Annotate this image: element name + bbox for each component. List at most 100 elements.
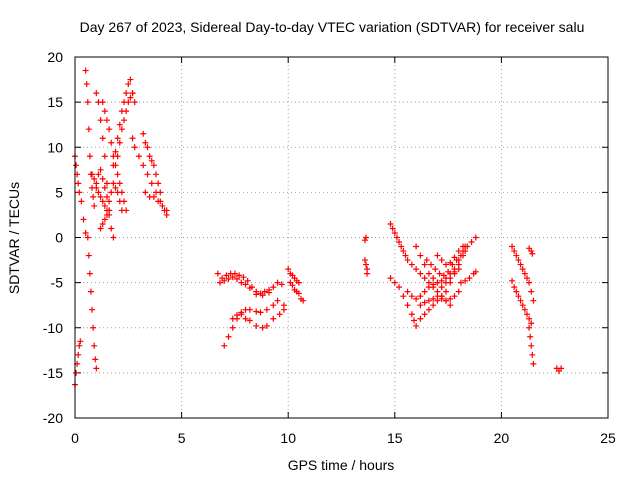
data-point-marker bbox=[521, 270, 528, 277]
data-point-marker bbox=[97, 225, 104, 232]
data-point-marker bbox=[110, 162, 117, 169]
data-point-marker bbox=[526, 315, 533, 322]
data-point-marker bbox=[89, 306, 96, 313]
y-tick-label: 0 bbox=[55, 230, 63, 246]
data-point-marker bbox=[238, 279, 245, 286]
data-point-marker bbox=[447, 259, 454, 266]
data-point-marker bbox=[140, 162, 147, 169]
data-point-marker bbox=[82, 67, 89, 74]
data-point-marker bbox=[159, 202, 166, 209]
series-t27 bbox=[404, 266, 462, 302]
data-point-marker bbox=[240, 274, 247, 281]
data-point-marker bbox=[466, 275, 473, 282]
data-point-marker bbox=[421, 261, 428, 268]
chart-title: Day 267 of 2023, Sidereal Day-to-day VTE… bbox=[80, 19, 585, 35]
y-tick-label: -5 bbox=[51, 275, 64, 291]
data-point-marker bbox=[229, 324, 236, 331]
data-point-marker bbox=[438, 277, 445, 284]
data-point-marker bbox=[517, 297, 524, 304]
data-point-marker bbox=[513, 252, 520, 259]
data-point-marker bbox=[257, 309, 264, 316]
data-point-marker bbox=[106, 126, 113, 133]
series-t02 bbox=[78, 198, 100, 372]
data-point-marker bbox=[526, 324, 533, 331]
data-point-marker bbox=[280, 302, 287, 309]
data-point-marker bbox=[86, 153, 93, 160]
data-point-marker bbox=[270, 315, 277, 322]
data-point-marker bbox=[457, 252, 464, 259]
data-point-marker bbox=[253, 291, 260, 298]
data-point-marker bbox=[430, 275, 437, 282]
data-point-marker bbox=[231, 270, 238, 277]
data-point-marker bbox=[528, 320, 535, 327]
series-t34 bbox=[553, 365, 565, 375]
data-point-marker bbox=[242, 315, 249, 322]
data-point-marker bbox=[438, 284, 445, 291]
data-point-marker bbox=[131, 144, 138, 151]
data-point-marker bbox=[428, 261, 435, 268]
data-point-marker bbox=[529, 351, 536, 358]
x-tick-label: 0 bbox=[71, 430, 79, 446]
data-point-marker bbox=[82, 229, 89, 236]
data-point-marker bbox=[114, 135, 121, 142]
data-point-marker bbox=[432, 266, 439, 273]
data-point-marker bbox=[261, 288, 268, 295]
data-point-marker bbox=[528, 342, 535, 349]
data-point-marker bbox=[95, 189, 102, 196]
data-point-marker bbox=[110, 180, 117, 187]
grid-lines bbox=[75, 57, 608, 418]
data-point-marker bbox=[129, 135, 136, 142]
x-axis-label: GPS time / hours bbox=[288, 457, 395, 473]
series-t17 bbox=[216, 274, 273, 299]
series-t31 bbox=[509, 277, 535, 327]
data-point-marker bbox=[118, 207, 125, 214]
data-point-marker bbox=[73, 369, 80, 376]
data-point-marker bbox=[238, 309, 245, 316]
data-point-marker bbox=[246, 317, 253, 324]
data-point-marker bbox=[91, 342, 98, 349]
data-point-marker bbox=[90, 193, 97, 200]
data-point-marker bbox=[83, 81, 90, 88]
data-point-marker bbox=[242, 281, 249, 288]
x-tick-label: 10 bbox=[280, 430, 296, 446]
data-point-marker bbox=[150, 193, 157, 200]
data-point-marker bbox=[163, 207, 170, 214]
y-tick-label: 20 bbox=[47, 49, 63, 65]
y-axis-label: SDTVAR / TECUs bbox=[6, 182, 22, 294]
data-point-marker bbox=[417, 293, 424, 300]
data-point-marker bbox=[112, 184, 119, 191]
plot-frame bbox=[74, 56, 609, 419]
data-point-marker bbox=[393, 234, 400, 241]
data-point-marker bbox=[144, 144, 151, 151]
series-t19 bbox=[287, 279, 307, 304]
data-point-marker bbox=[76, 342, 83, 349]
data-point-marker bbox=[75, 180, 82, 187]
data-point-marker bbox=[295, 290, 302, 297]
data-point-marker bbox=[438, 257, 445, 264]
data-point-marker bbox=[221, 342, 228, 349]
axis-ticks: 0 5 10 15 20 25 -20 -15 -10 -5 0 5 10 15 20 bbox=[43, 49, 616, 446]
y-tick-label: -15 bbox=[43, 365, 63, 381]
data-point-marker bbox=[511, 284, 518, 291]
data-point-marker bbox=[438, 295, 445, 302]
data-point-marker bbox=[101, 202, 108, 209]
data-point-marker bbox=[517, 261, 524, 268]
data-point-marker bbox=[413, 243, 420, 250]
data-point-marker bbox=[527, 333, 534, 340]
data-point-marker bbox=[157, 189, 164, 196]
data-point-marker bbox=[396, 284, 403, 291]
data-point-marker bbox=[148, 180, 155, 187]
data-point-marker bbox=[421, 275, 428, 282]
data-point-marker bbox=[361, 237, 368, 244]
data-point-marker bbox=[387, 275, 394, 282]
data-point-marker bbox=[108, 189, 115, 196]
data-point-marker bbox=[472, 268, 479, 275]
data-point-marker bbox=[103, 180, 110, 187]
series-t15 bbox=[229, 297, 287, 322]
data-point-marker bbox=[129, 90, 136, 97]
data-point-marker bbox=[430, 281, 437, 288]
data-point-marker bbox=[509, 243, 516, 250]
data-point-marker bbox=[97, 166, 104, 173]
x-tick-label: 25 bbox=[600, 430, 616, 446]
